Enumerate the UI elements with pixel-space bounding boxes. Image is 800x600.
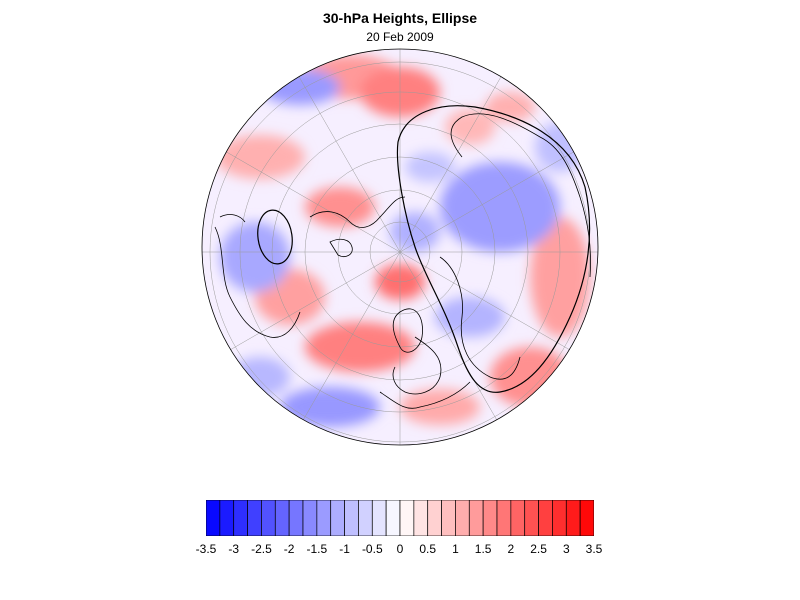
colorbar-box — [579, 500, 594, 536]
colorbar-tick-label: 0 — [396, 542, 404, 556]
colorbar-tick-label: 3.5 — [585, 542, 603, 556]
colorbar-box — [482, 500, 498, 536]
colorbar-box — [468, 500, 484, 536]
colorbar-box — [565, 500, 581, 536]
colorbar-tick-label: 2 — [507, 542, 515, 556]
coastline-alaska — [219, 214, 246, 223]
anomaly-patch — [220, 222, 290, 292]
ellipse-outlines — [257, 105, 591, 393]
colorbar-box — [219, 500, 235, 536]
coastline-north-america — [439, 256, 521, 380]
chart-subtitle: 20 Feb 2009 — [366, 30, 434, 44]
colorbar-tick-label: 2.5 — [530, 542, 547, 556]
colorbar-box — [302, 500, 318, 536]
anomaly-patch — [305, 322, 415, 372]
anomaly-patch — [435, 297, 505, 337]
anomaly-field — [215, 55, 590, 427]
colorbar — [206, 500, 594, 536]
anomaly-patch — [445, 109, 495, 145]
coastline-africa — [379, 381, 471, 409]
chart-title: 30-hPa Heights, Ellipse — [322, 10, 478, 26]
colorbar-box — [385, 500, 401, 536]
colorbar-tick-label: -0.5 — [361, 542, 383, 556]
colorbar-tick-label: -3 — [228, 542, 240, 556]
colorbar-tick-label: -2 — [283, 542, 295, 556]
coastline-asia-east — [450, 113, 591, 278]
coastline-europe — [392, 336, 442, 395]
anomaly-patch — [485, 92, 535, 122]
colorbar-box — [427, 500, 442, 536]
coastlines — [214, 113, 591, 409]
colorbar-box — [496, 500, 512, 536]
colorbar-tick-label: -3.5 — [195, 542, 217, 556]
coastline-siberia — [309, 196, 406, 228]
colorbar-box — [358, 500, 373, 536]
colorbar-box — [206, 500, 221, 536]
colorbar-box — [288, 500, 304, 536]
anomaly-patch — [230, 357, 290, 397]
colorbar-box — [371, 500, 387, 536]
colorbar-tick-label: -2.5 — [251, 542, 272, 556]
anomaly-patch — [440, 162, 560, 252]
large-ellipse — [396, 105, 591, 393]
colorbar-tick-label: -1.5 — [306, 542, 328, 556]
colorbar-box — [344, 500, 359, 536]
anomaly-patch — [260, 69, 340, 105]
anomaly-patch — [405, 152, 455, 182]
small-ellipse — [257, 209, 293, 265]
anomaly-patch — [530, 217, 590, 337]
anomaly-patch — [535, 122, 585, 172]
colorbar-tick-label: -1 — [339, 542, 350, 556]
colorbar-tick-label: 3 — [562, 542, 570, 556]
anomaly-patch — [215, 135, 305, 179]
colorbar-box — [330, 500, 345, 536]
colorbar-tick-label: 1.5 — [474, 542, 492, 556]
colorbar-tick-label: 0.5 — [419, 542, 437, 556]
coastline-greenland — [392, 308, 423, 353]
anomaly-patch — [280, 387, 380, 427]
colorbar-box — [247, 500, 262, 536]
colorbar-box — [552, 500, 567, 536]
coastline-arctic-islands — [329, 238, 353, 257]
colorbar-box — [261, 500, 276, 536]
colorbar-labels: -3.5 -3 -2.5 -2 -1.5 -1 -0.5 0 0.5 1 1.5 2 2.5 3 3.5 — [0, 542, 800, 562]
coastline-west — [214, 226, 301, 338]
colorbar-box — [441, 500, 456, 536]
colorbar-box — [510, 500, 526, 536]
colorbar-box — [538, 500, 553, 536]
colorbar-box — [413, 500, 429, 536]
colorbar-box — [233, 500, 248, 536]
anomaly-patch — [305, 187, 375, 227]
colorbar-tick-label: 1 — [452, 542, 459, 556]
colorbar-box — [274, 500, 290, 536]
colorbar-box — [455, 500, 470, 536]
colorbar-box — [524, 500, 539, 536]
polar-map — [201, 48, 599, 446]
colorbar-box — [399, 500, 415, 536]
globe-outline — [201, 48, 599, 446]
colorbar-box — [316, 500, 332, 536]
